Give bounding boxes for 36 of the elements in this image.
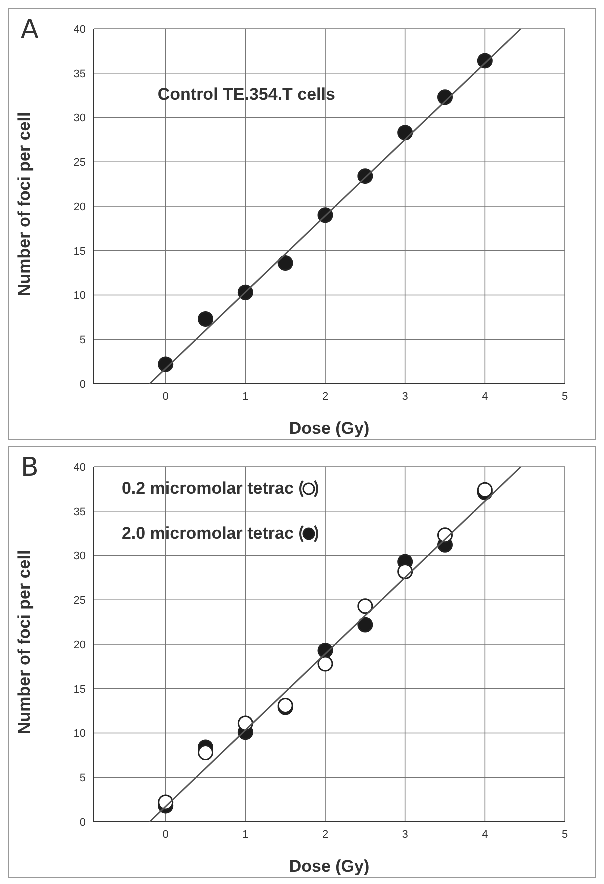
y-tick-label: 10 [74, 728, 86, 740]
y-axis-title: Number of foci per cell [15, 112, 34, 296]
x-tick-label: 2 [322, 828, 329, 841]
y-axis-title: Number of foci per cell [15, 550, 34, 734]
x-axis-title: Dose (Gy) [289, 857, 370, 876]
y-tick-label: 15 [74, 684, 86, 696]
y-tick-label: 0 [80, 378, 86, 391]
y-tick-label: 40 [74, 24, 86, 36]
chart-title: B [21, 453, 39, 483]
x-tick-label: 4 [482, 828, 488, 841]
x-tick-label: 0 [162, 828, 169, 841]
y-tick-label: 0 [80, 816, 86, 829]
y-tick-label: 20 [74, 639, 86, 652]
y-tick-label: 25 [74, 595, 86, 608]
y-tick-label: 35 [74, 68, 86, 80]
x-tick-label: 0 [162, 390, 169, 403]
y-tick-label: 15 [74, 246, 86, 258]
x-tick-label: 5 [562, 390, 568, 403]
x-tick-label: 4 [482, 390, 488, 403]
y-tick-label: 20 [74, 201, 86, 214]
y-tick-label: 35 [74, 506, 86, 518]
y-tick-label: 10 [74, 290, 86, 302]
x-tick-label: 3 [402, 390, 408, 403]
x-tick-label: 3 [402, 828, 408, 841]
x-tick-label: 1 [242, 390, 249, 403]
y-tick-label: 30 [74, 112, 86, 125]
chart-title: A [21, 15, 39, 45]
x-tick-label: 2 [322, 390, 329, 403]
y-tick-label: 25 [74, 157, 86, 170]
y-tick-label: 40 [74, 462, 86, 474]
y-tick-label: 30 [74, 550, 86, 563]
y-tick-label: 5 [80, 334, 86, 347]
y-tick-label: 5 [80, 772, 86, 785]
x-tick-label: 1 [242, 828, 249, 841]
x-tick-label: 5 [562, 828, 568, 841]
x-axis-title: Dose (Gy) [289, 419, 370, 438]
